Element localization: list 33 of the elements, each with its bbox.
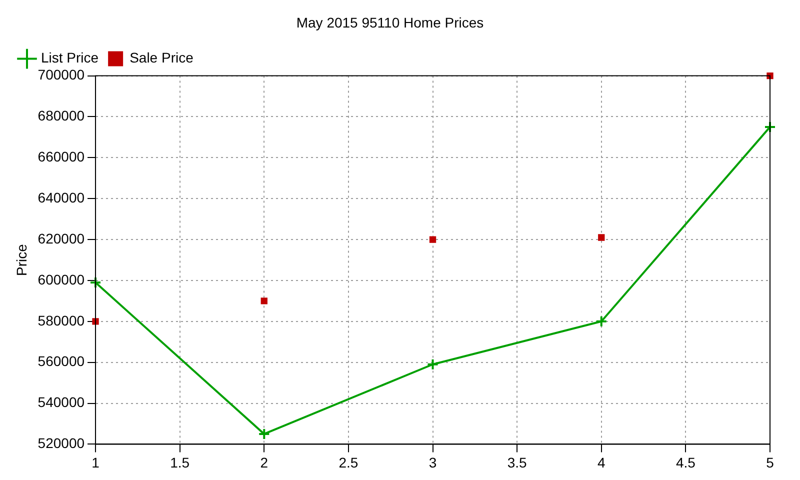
y-tick-label: 640000 — [38, 189, 85, 206]
x-tick-label: 4 — [597, 454, 606, 470]
legend-label: Sale Price — [130, 50, 194, 66]
point — [764, 120, 776, 133]
x-tick-label: 2 — [260, 454, 268, 470]
y-tick-label: 620000 — [38, 230, 85, 246]
x-tick-label: 5 — [766, 454, 774, 470]
point — [92, 318, 99, 325]
x-tick-label: 2.5 — [338, 454, 358, 470]
point — [90, 276, 102, 289]
x-tick-label: 3 — [428, 454, 437, 470]
point — [595, 315, 608, 328]
y-axis-title: Price — [13, 244, 30, 276]
point — [429, 236, 436, 243]
point — [258, 428, 270, 440]
y-tick-label: 580000 — [38, 312, 85, 328]
point — [766, 72, 774, 80]
x-tick-label: 1 — [92, 454, 100, 470]
y-tick-label: 520000 — [38, 435, 85, 452]
point — [426, 358, 439, 370]
y-tick-label: 680000 — [38, 108, 85, 124]
chart-title: May 2015 95110 Home Prices — [296, 14, 484, 30]
y-tick-label: 600000 — [38, 271, 85, 288]
x-tick-label: 1.5 — [170, 454, 190, 470]
y-tick-label: 560000 — [38, 353, 85, 370]
x-tick-label: 3.5 — [507, 454, 528, 470]
y-tick-label: 660000 — [38, 148, 85, 165]
legend-label: List Price — [41, 50, 99, 66]
point — [598, 234, 605, 241]
y-tick-label: 540000 — [38, 394, 85, 410]
x-tick-label: 4.5 — [676, 454, 696, 470]
point — [260, 298, 268, 304]
y-tick-label: 700000 — [38, 66, 85, 83]
